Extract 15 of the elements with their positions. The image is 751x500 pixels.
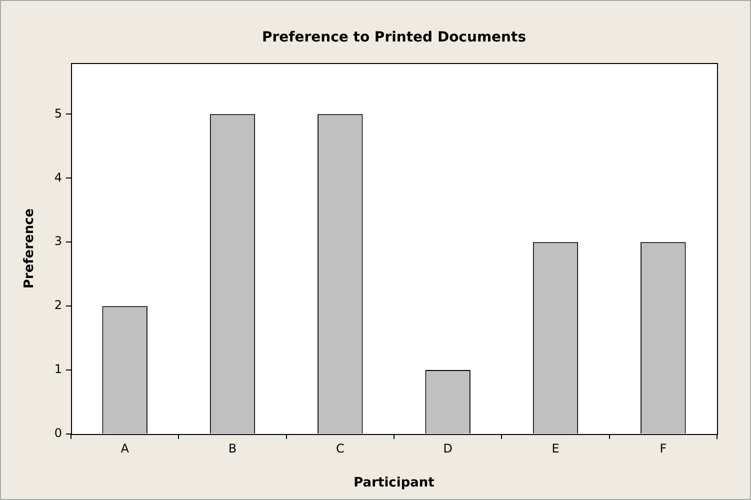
x-tick-label: C — [336, 441, 344, 456]
x-tick-label: B — [228, 441, 237, 456]
y-axis-title: Preference — [22, 208, 38, 289]
y-tick-label: 4 — [54, 170, 62, 184]
x-tick-label: F — [660, 441, 667, 456]
y-tick-label: 3 — [54, 234, 62, 248]
y-tick-label: 5 — [54, 106, 62, 120]
y-tick-label: 1 — [54, 362, 62, 376]
chart-title: Preference to Printed Documents — [262, 30, 526, 46]
x-tick-label: E — [552, 441, 560, 456]
x-axis-title: Participant — [354, 476, 434, 491]
y-tick-label: 0 — [54, 426, 62, 440]
x-tick-label: A — [120, 441, 130, 456]
y-tick-label: 2 — [54, 298, 62, 312]
x-tick-label: D — [443, 441, 452, 456]
